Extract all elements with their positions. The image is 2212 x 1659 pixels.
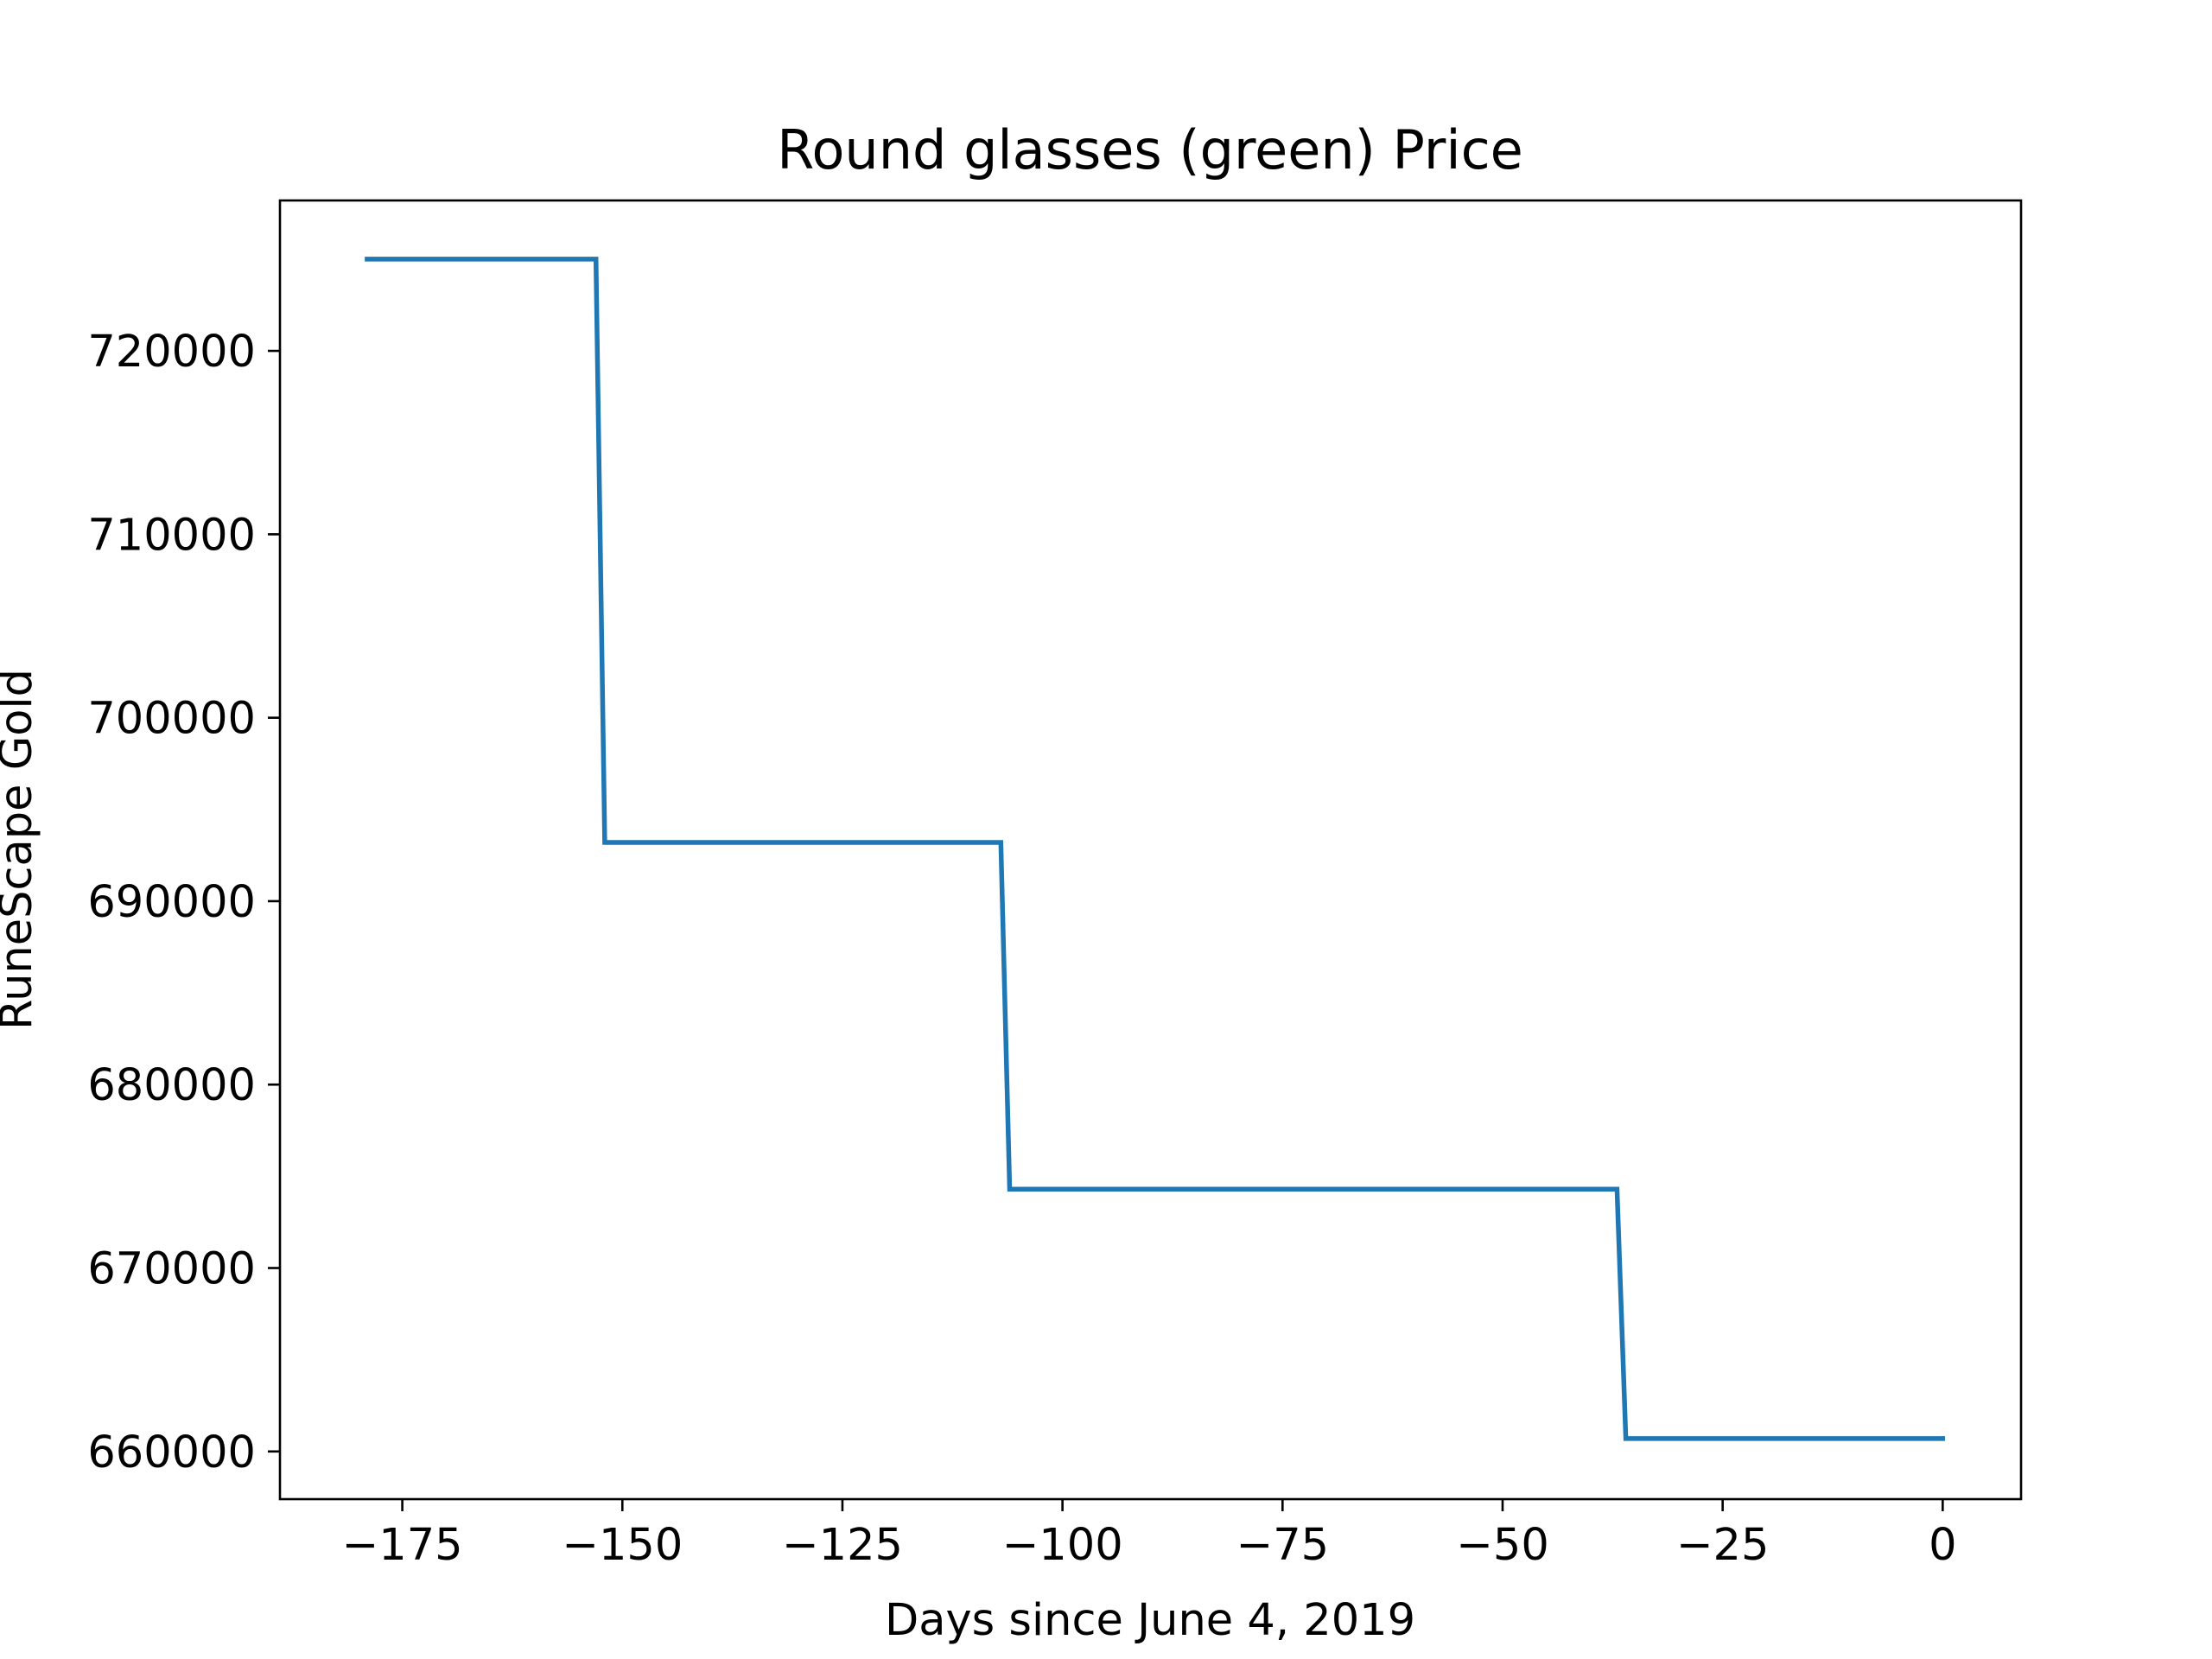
x-tick-label: 0	[1929, 1520, 1956, 1571]
y-tick-label: 690000	[87, 877, 256, 928]
chart-title: Round glasses (green) Price	[777, 118, 1523, 181]
y-axis-label: RuneScape Gold	[0, 669, 42, 1030]
y-tick-label: 700000	[87, 694, 256, 745]
y-tick-label: 670000	[87, 1244, 256, 1295]
plot-area-frame	[278, 199, 2023, 1501]
x-tick-label: −125	[782, 1520, 903, 1571]
y-tick-label: 720000	[87, 327, 256, 378]
y-tick-label: 710000	[87, 510, 256, 561]
x-tick-label: −50	[1456, 1520, 1549, 1571]
y-axis-ticks: 660000 670000 680000 690000 700000 710000 7200…	[87, 327, 280, 1478]
x-tick-label: −150	[562, 1520, 683, 1571]
x-axis-ticks: −175 −150 −125 −100 −75 −50 −25 0	[342, 1499, 1957, 1571]
x-tick-label: −100	[1002, 1520, 1123, 1571]
x-tick-label: −175	[342, 1520, 463, 1571]
x-tick-label: −25	[1676, 1520, 1770, 1571]
price-series-line	[365, 257, 1946, 1441]
y-tick-label: 680000	[87, 1060, 256, 1111]
x-axis-label: Days since June 4, 2019	[885, 1595, 1415, 1646]
x-tick-label: −75	[1236, 1520, 1329, 1571]
y-tick-label: 660000	[87, 1427, 256, 1478]
series-layer	[365, 257, 1946, 1441]
